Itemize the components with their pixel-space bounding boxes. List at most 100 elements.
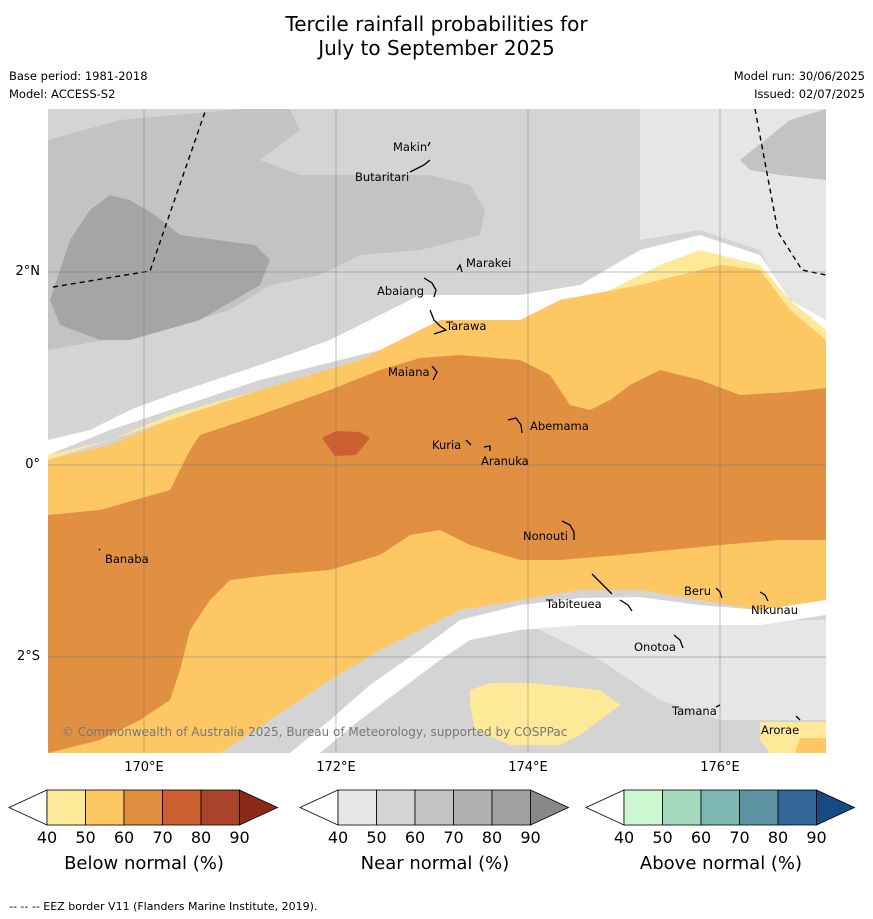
issued-date: Issued: 02/07/2025 — [754, 87, 865, 101]
colorbar-near-title: Near normal (%) — [360, 853, 510, 874]
colorbar-tick-label: 80 — [768, 828, 788, 847]
colorbar-segment — [777, 789, 817, 826]
model-name: Model: ACCESS-S2 — [9, 87, 116, 101]
label-kuria: Kuria — [432, 438, 461, 452]
label-tabiteuea: Tabiteuea — [545, 597, 602, 611]
colorbar-segment — [46, 789, 86, 826]
near-normal-60-zone-ne — [740, 109, 826, 180]
tabiteuea-north — [591, 573, 613, 595]
colorbar-above-title: Above normal (%) — [639, 853, 803, 874]
colorbar-near-normal: 40 50 60 70 80 90 — [299, 789, 570, 847]
title-line-1: Tercile rainfall probabilities for — [285, 12, 588, 36]
colorbar-tick-label: 50 — [652, 828, 672, 847]
colorbar-tick-label: 90 — [520, 828, 540, 847]
banaba-island — [98, 548, 101, 551]
colorbar-min-extension — [585, 789, 625, 826]
near-normal-70-zone — [50, 195, 270, 340]
colorbar-tick-label: 60 — [691, 828, 711, 847]
abemama-island — [507, 417, 523, 434]
nikunau-island — [759, 591, 769, 602]
colorbar-below-title: Below normal (%) — [64, 853, 224, 874]
colorbar-segment — [85, 789, 125, 826]
colorbar-tick-label: 80 — [191, 828, 211, 847]
title-line-2: July to September 2025 — [318, 36, 555, 60]
tabiteuea-south — [619, 599, 633, 612]
colorbar-tick-label: 50 — [366, 828, 386, 847]
lon-label-176e: 176°E — [700, 760, 740, 775]
label-abaiang: Abaiang — [377, 284, 424, 298]
arorae-island — [795, 715, 801, 721]
nonouti-island — [561, 520, 575, 540]
makin-island — [427, 141, 431, 147]
butaritari-island — [409, 159, 431, 173]
label-nonouti: Nonouti — [523, 529, 568, 543]
label-tamana: Tamana — [671, 704, 717, 718]
colorbar-segment — [739, 789, 779, 826]
colorbar-segment — [662, 789, 702, 826]
beru-island — [715, 587, 723, 599]
colorbar-segment — [414, 789, 454, 826]
label-arorae: Arorae — [761, 723, 799, 737]
map-title: Tercile rainfall probabilities for July … — [0, 12, 873, 60]
colorbar-segment — [700, 789, 740, 826]
colorbar-max-extension — [816, 789, 856, 826]
label-nikunau: Nikunau — [751, 603, 798, 617]
colorbar-min-extension — [299, 789, 339, 826]
colorbar-min-extension — [8, 789, 48, 826]
colorbar-segment — [453, 789, 493, 826]
eez-border-east — [754, 109, 826, 276]
colorbar-tick-label: 80 — [482, 828, 502, 847]
place-labels: Makin Butaritari Marakei Abaiang Tarawa … — [105, 140, 799, 737]
colorbar-segment — [376, 789, 416, 826]
colorbar-tick-label: 60 — [114, 828, 134, 847]
colorbar-max-extension — [530, 789, 570, 826]
colorbar-tick-label: 70 — [729, 828, 749, 847]
colorbar-segment — [491, 789, 531, 826]
marakei-island — [456, 263, 463, 273]
colorbar-tick-label: 70 — [152, 828, 172, 847]
colorbar-tick-label: 90 — [229, 828, 249, 847]
lon-label-170e: 170°E — [124, 760, 164, 775]
colorbar-segment — [123, 789, 163, 826]
colorbar-segment — [623, 789, 663, 826]
lon-label-172e: 172°E — [316, 760, 356, 775]
white-gap-south — [290, 597, 826, 753]
below-normal-50-zone-se — [795, 738, 826, 753]
run-info: Model run: 30/06/2025 Issued: 02/07/2025 — [734, 67, 865, 103]
lat-label-0: 0° — [25, 457, 40, 472]
copyright-notice: © Commonwealth of Australia 2025, Bureau… — [62, 725, 567, 739]
colorbar-above-normal: 40 50 60 70 80 90 — [585, 789, 856, 847]
label-abemama: Abemama — [530, 419, 589, 433]
kuria-island — [465, 439, 472, 446]
onotoa-island — [673, 634, 684, 649]
colorbar-segment — [200, 789, 240, 826]
base-info: Base period: 1981-2018 Model: ACCESS-S2 — [9, 67, 148, 103]
label-beru: Beru — [684, 584, 711, 598]
below-normal-70-spot — [322, 431, 370, 456]
colorbar-tick-label: 70 — [443, 828, 463, 847]
colorbar-tick-label: 60 — [405, 828, 425, 847]
maiana-island — [431, 365, 438, 381]
colorbar-tick-label: 40 — [328, 828, 348, 847]
lat-label-2n: 2°N — [15, 264, 41, 279]
eez-footnote: -- -- -- EEZ border V11 (Flanders Marine… — [9, 900, 318, 913]
label-onotoa: Onotoa — [634, 640, 676, 654]
label-aranuka: Aranuka — [481, 454, 529, 468]
label-banaba: Banaba — [105, 552, 149, 566]
lon-label-174e: 174°E — [508, 760, 548, 775]
graticule — [48, 109, 826, 753]
probability-field: Makin Butaritari Marakei Abaiang Tarawa … — [48, 109, 826, 753]
below-normal-60-zone — [48, 355, 826, 753]
lat-label-2s: 2°S — [16, 649, 40, 664]
colorbar-tick-label: 40 — [614, 828, 634, 847]
label-butaritari: Butaritari — [355, 170, 409, 184]
tarawa-island — [429, 309, 448, 335]
colorbar-tick-label: 50 — [75, 828, 95, 847]
colorbar-max-extension — [239, 789, 279, 826]
model-run: Model run: 30/06/2025 — [733, 69, 865, 83]
abaiang-island — [423, 277, 437, 298]
tamana-island — [715, 704, 721, 708]
colorbar-segment — [162, 789, 202, 826]
near-normal-40-zone-se — [520, 620, 826, 720]
